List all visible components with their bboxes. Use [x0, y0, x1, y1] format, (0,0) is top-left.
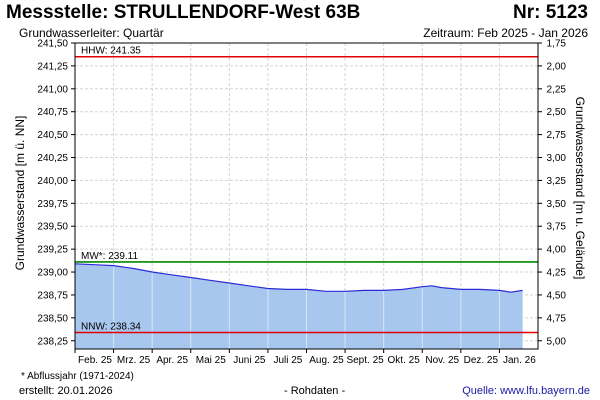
y-tick-label: 238,75 — [37, 290, 68, 301]
y2-tick-label: 4,25 — [547, 268, 567, 279]
y-tick-label: 239,00 — [37, 268, 68, 279]
reference-line-label: MW*: 239.11 — [81, 251, 138, 262]
y2-tick-label: 1,75 — [547, 39, 567, 50]
period-label: Zeitraum: Feb 2025 - Jan 2026 — [423, 26, 588, 40]
x-tick-label: Aug. 25 — [309, 355, 344, 366]
x-tick-label: Apr. 25 — [156, 355, 188, 366]
y-tick-label: 241,25 — [37, 61, 68, 72]
station-number: Nr: 5123 — [513, 2, 588, 23]
x-tick-label: Okt. 25 — [388, 355, 421, 366]
y-axis-left-label: Grundwasserstand [m ü. NN] — [13, 115, 27, 271]
y2-tick-label: 2,00 — [547, 61, 567, 72]
x-tick-label: Dez. 25 — [464, 355, 499, 366]
y2-tick-label: 5,00 — [547, 336, 567, 347]
raw-data-label: - Rohdaten - — [284, 385, 346, 397]
y2-tick-label: 3,75 — [547, 222, 567, 233]
reference-line-label: HHW: 241.35 — [81, 46, 141, 57]
y-axis-right-label: Grundwasserstand [m u. Gelände] — [573, 96, 587, 280]
x-tick-label: Mai 25 — [196, 355, 226, 366]
y-tick-label: 240,75 — [37, 107, 68, 118]
x-tick-label: Mrz. 25 — [117, 355, 151, 366]
y-tick-label: 238,25 — [37, 336, 68, 347]
series-area — [75, 263, 523, 349]
reference-line-label: NNW: 238.34 — [81, 322, 141, 333]
y2-tick-label: 3,50 — [547, 199, 567, 210]
y-tick-label: 238,50 — [37, 313, 68, 324]
aquifer-label: Grundwasserleiter: Quartär — [19, 26, 164, 40]
source-link[interactable]: Quelle: www.lfu.bayern.de — [462, 385, 590, 397]
y2-tick-label: 3,00 — [547, 153, 567, 164]
y-tick-label: 239,50 — [37, 222, 68, 233]
y2-tick-label: 2,75 — [547, 130, 567, 141]
y-tick-label: 239,25 — [37, 245, 68, 256]
y2-tick-label: 4,75 — [547, 313, 567, 324]
x-tick-label: Juni 25 — [233, 355, 266, 366]
footnote: * Abflussjahr (1971-2024) — [21, 371, 134, 382]
y2-tick-label: 4,50 — [547, 290, 567, 301]
y-tick-label: 240,00 — [37, 176, 68, 187]
y-tick-label: 239,75 — [37, 199, 68, 210]
series-line — [74, 263, 523, 293]
y-tick-label: 241,00 — [37, 84, 68, 95]
x-tick-label: Nov. 25 — [425, 355, 459, 366]
y-tick-label: 241,50 — [37, 39, 68, 50]
created-date: erstellt: 20.01.2026 — [19, 385, 113, 397]
x-tick-label: Jan. 26 — [503, 355, 536, 366]
y-tick-label: 240,50 — [37, 130, 68, 141]
y2-tick-label: 2,25 — [547, 84, 567, 95]
x-tick-label: Sept. 25 — [346, 355, 384, 366]
station-title: Messstelle: STRULLENDORF-West 63B — [6, 2, 361, 23]
y-tick-label: 240,25 — [37, 153, 68, 164]
y2-tick-label: 2,50 — [547, 107, 567, 118]
x-tick-label: Feb. 25 — [78, 355, 112, 366]
y2-tick-label: 4,00 — [547, 245, 567, 256]
y2-tick-label: 3,25 — [547, 176, 567, 187]
x-tick-label: Juli 25 — [273, 355, 302, 366]
